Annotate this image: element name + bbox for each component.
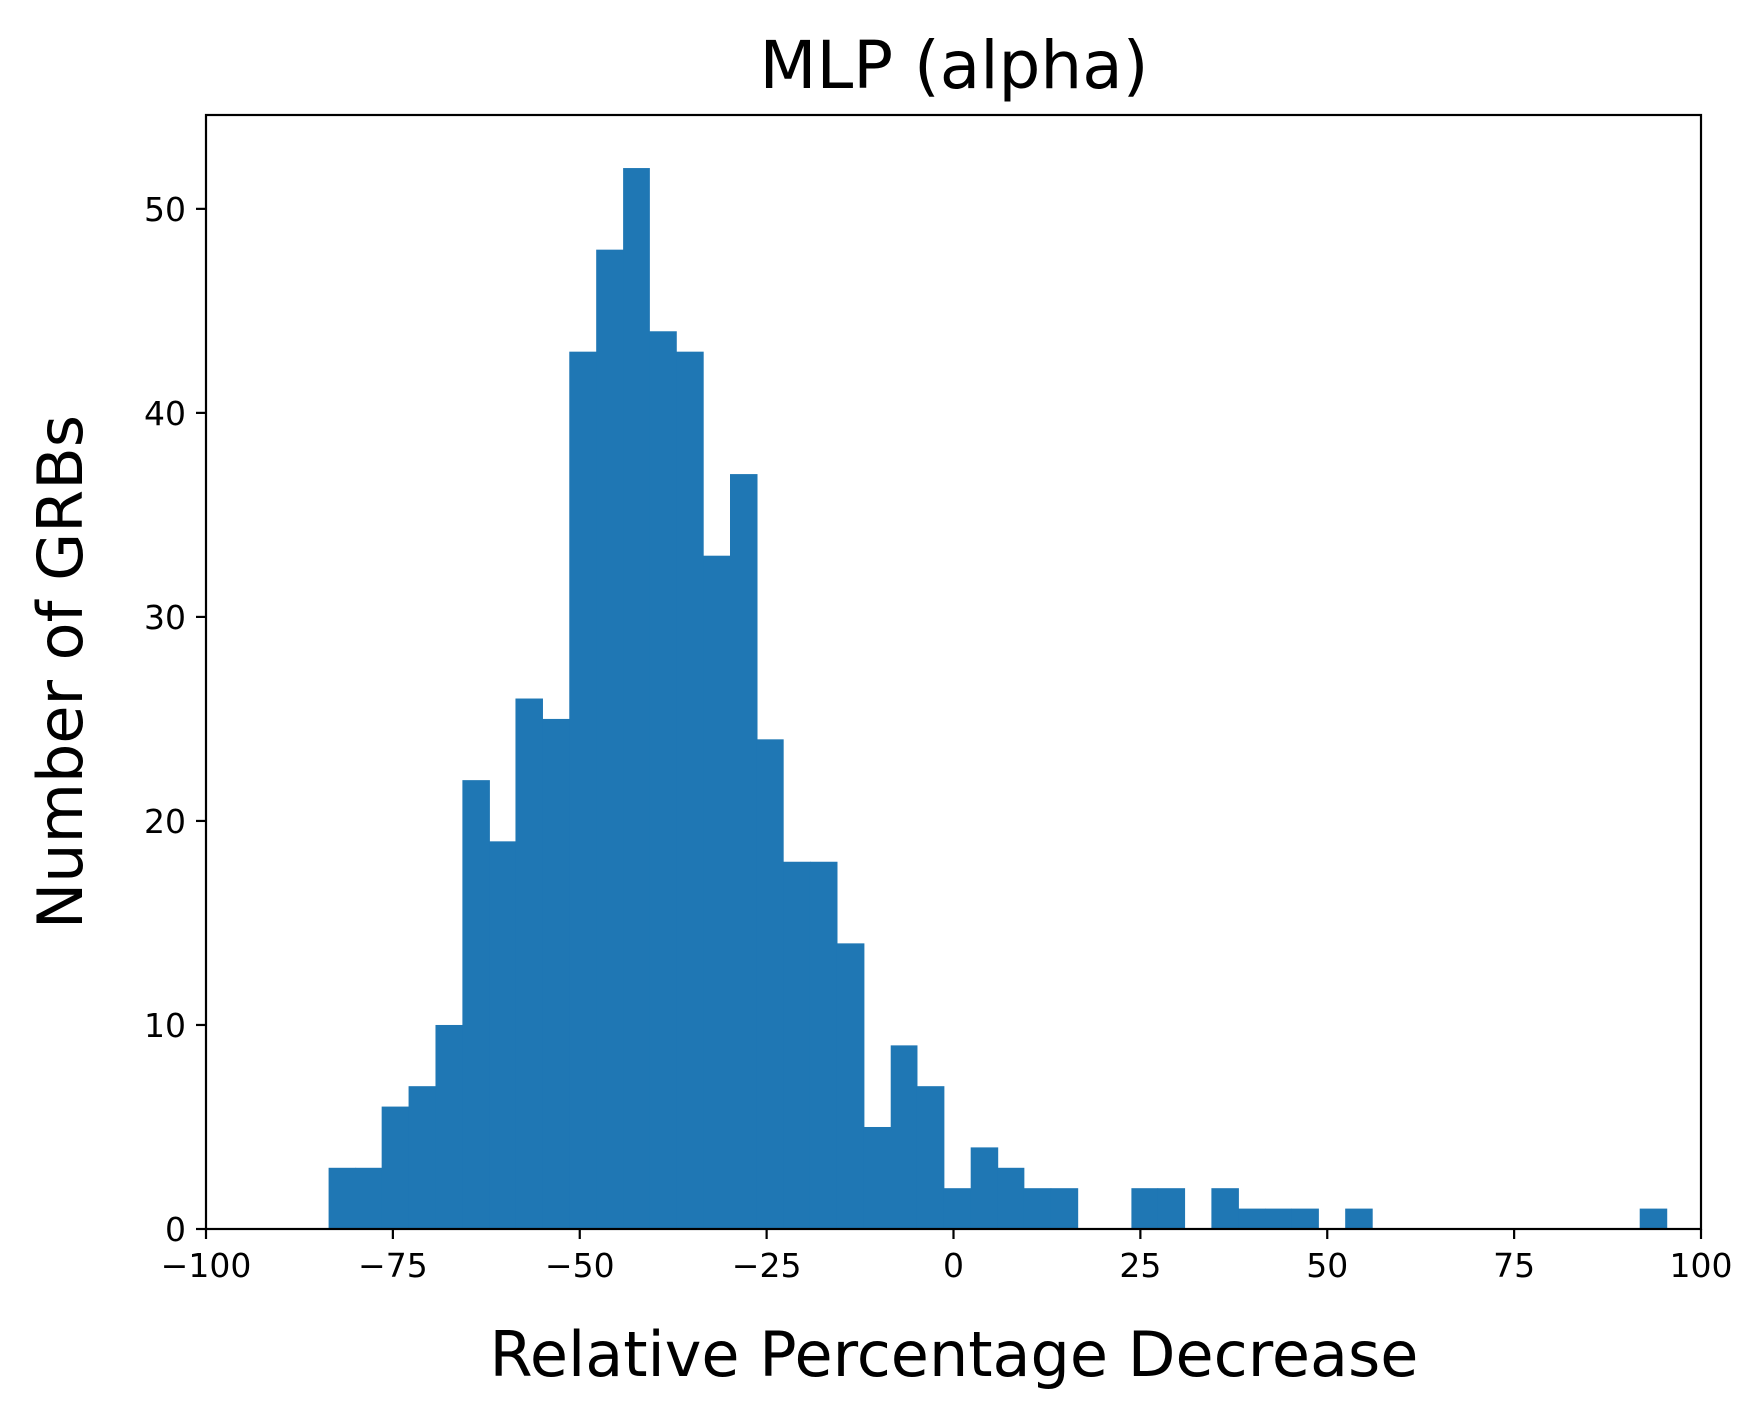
histogram-bar — [408, 1086, 437, 1229]
x-tick-label: −100 — [161, 1246, 252, 1285]
histogram-bar — [809, 861, 838, 1229]
histogram-bar — [1131, 1188, 1159, 1229]
histogram-bar — [569, 351, 597, 1229]
histogram-bar — [997, 1167, 1025, 1229]
x-axis-label: Relative Percentage Decrease — [490, 1318, 1419, 1391]
histogram-bar — [1050, 1188, 1079, 1229]
histogram-bar — [756, 739, 784, 1229]
histogram-bar — [703, 555, 731, 1229]
y-tick-label: 40 — [144, 394, 186, 433]
y-tick-label: 50 — [144, 190, 186, 229]
histogram-bar — [1211, 1188, 1239, 1229]
histogram-bar — [355, 1167, 383, 1229]
histogram-bar — [515, 698, 543, 1229]
histogram-bar — [328, 1167, 357, 1229]
histogram-bar — [890, 1045, 918, 1229]
x-tick-label: 100 — [1670, 1246, 1733, 1285]
histogram-bar — [489, 841, 517, 1229]
x-tick-label: 25 — [1119, 1246, 1161, 1285]
y-tick-label: 0 — [165, 1210, 186, 1249]
histogram-bar — [596, 249, 624, 1229]
histogram-bar — [1345, 1208, 1373, 1229]
histogram-bar — [676, 351, 704, 1229]
histogram-bar — [970, 1147, 999, 1229]
x-tick-label: −50 — [545, 1246, 615, 1285]
y-tick-label: 20 — [144, 802, 186, 841]
histogram-bar — [435, 1024, 463, 1229]
chart-title: MLP (alpha) — [760, 27, 1149, 104]
y-axis-ticks: 0 10 20 30 40 50 — [144, 190, 206, 1249]
bars-layer — [328, 168, 1668, 1230]
histogram-bar — [836, 943, 865, 1229]
histogram-bar — [623, 168, 650, 1229]
histogram-bar — [783, 861, 811, 1229]
histogram-bar — [863, 1126, 892, 1229]
histogram-bar — [381, 1106, 410, 1229]
histogram-bar — [649, 331, 677, 1229]
histogram-bar — [1157, 1188, 1186, 1229]
histogram-bar — [1265, 1208, 1292, 1229]
y-tick-label: 30 — [144, 598, 186, 637]
histogram-bar — [1023, 1188, 1052, 1229]
histogram-bar — [462, 780, 490, 1229]
histogram-bar — [1238, 1208, 1266, 1229]
x-tick-label: −75 — [358, 1246, 428, 1285]
histogram-bar — [542, 718, 570, 1229]
x-tick-label: 50 — [1306, 1246, 1348, 1285]
histogram-bar — [943, 1188, 972, 1229]
x-tick-label: 0 — [943, 1246, 964, 1285]
y-tick-label: 10 — [144, 1006, 186, 1045]
x-tick-label: −25 — [732, 1246, 802, 1285]
histogram-bar — [730, 474, 758, 1230]
y-axis-label: Number of GRBs — [24, 415, 97, 929]
x-tick-label: 75 — [1493, 1246, 1535, 1285]
histogram-bar — [916, 1086, 945, 1229]
x-axis-ticks: −100 −75 −50 −25 0 25 50 75 100 — [161, 1229, 1733, 1285]
histogram-bar — [1639, 1208, 1668, 1229]
histogram-bar — [1291, 1208, 1319, 1229]
